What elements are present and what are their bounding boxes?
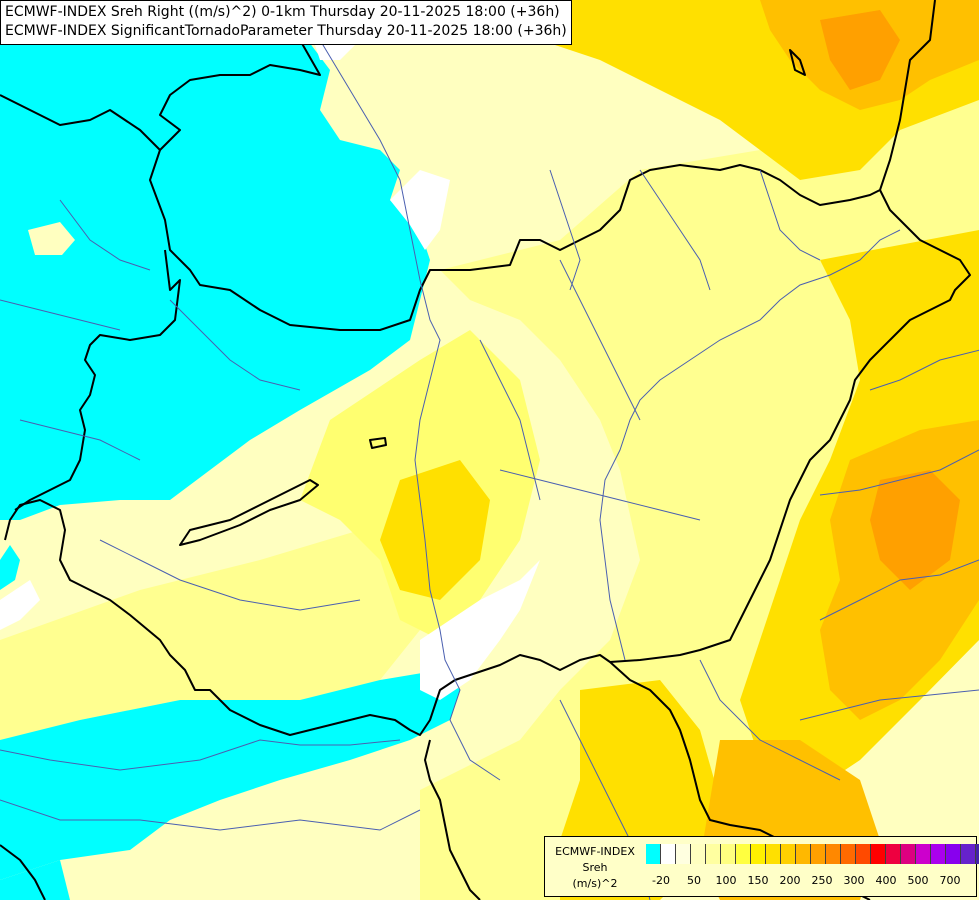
field-cyan-west-edge [0, 545, 20, 590]
title-line-2: ECMWF-INDEX SignificantTornadoParameter … [5, 23, 567, 39]
river-north-1 [549, 169, 581, 291]
river-north-3 [759, 169, 821, 261]
legend-tick-label: 50 [687, 874, 701, 887]
chart-title-box: ECMWF-INDEX Sreh Right ((m/s)^2) 0-1km T… [0, 0, 572, 45]
river-central-1 [479, 339, 541, 501]
legend-swatch [886, 844, 901, 864]
legend-swatch [976, 844, 979, 864]
color-legend: ECMWF-INDEX Sreh (m/s)^2 -20 50 100 150 200 2… [544, 836, 979, 897]
river-east-4 [799, 689, 979, 721]
legend-tick-label: 300 [843, 874, 865, 887]
legend-swatch [841, 844, 856, 864]
legend-swatch [706, 844, 721, 864]
legend-swatch [871, 844, 886, 864]
legend-tick-labels: -20 50 100 150 200 250 300 400 500 700 [645, 874, 975, 888]
river-east-2 [819, 449, 979, 496]
legend-swatch [796, 844, 811, 864]
field-white-south-gap [420, 560, 540, 700]
legend-swatch [946, 844, 961, 864]
legend-tick-label: 150 [747, 874, 769, 887]
river-danube [299, 0, 501, 781]
river-sava [0, 799, 421, 831]
legend-parameter: Sreh [582, 861, 608, 874]
legend-swatch [931, 844, 946, 864]
legend-swatch [676, 844, 691, 864]
border-hungary-east [4, 189, 971, 736]
field-white-west [0, 580, 40, 630]
border-north-west [0, 0, 321, 151]
legend-swatch [961, 844, 976, 864]
river-east-1 [869, 349, 979, 391]
legend-unit: (m/s)^2 [572, 877, 618, 890]
legend-tick-label: 700 [939, 874, 961, 887]
border-south-croatia [0, 844, 46, 900]
border-west-slovenia [14, 249, 181, 511]
legend-tick-label: 500 [907, 874, 929, 887]
legend-source: ECMWF-INDEX [555, 845, 635, 858]
field-dark-orange-east [870, 470, 960, 590]
legend-swatch [901, 844, 916, 864]
river-east-3 [819, 559, 979, 621]
field-gold-centre [380, 460, 490, 600]
legend-swatch [751, 844, 766, 864]
border-hungary-north [149, 0, 936, 331]
border-south-serbia [424, 739, 481, 900]
field-cyan-northwest [0, 0, 430, 520]
field-yellow-southwest [0, 530, 420, 740]
legend-swatch [781, 844, 796, 864]
legend-tick-label: -20 [652, 874, 670, 887]
field-white-east-cyan [390, 170, 450, 250]
river-west-3 [19, 419, 141, 461]
river-drava [0, 739, 401, 771]
border-lake-balaton [179, 479, 319, 546]
border-lake-small-1 [369, 437, 387, 449]
river-central-2 [559, 259, 641, 421]
river-north-2 [639, 169, 711, 291]
border-lake-small-2 [789, 49, 806, 76]
river-west-1 [59, 199, 151, 271]
river-west-4 [99, 539, 361, 611]
legend-tick-label: 250 [811, 874, 833, 887]
legend-tick-label: 400 [875, 874, 897, 887]
river-south-2 [699, 659, 841, 781]
field-dark-orange-northeast [820, 10, 900, 90]
river-west-2 [0, 299, 121, 331]
legend-swatch [691, 844, 706, 864]
field-pale-island [28, 222, 75, 255]
legend-tick-label: 100 [715, 874, 737, 887]
field-cyan-south [0, 670, 460, 880]
river-raba [169, 299, 301, 391]
legend-tick-label: 200 [779, 874, 801, 887]
title-line-1: ECMWF-INDEX Sreh Right ((m/s)^2) 0-1km T… [5, 4, 560, 20]
legend-swatch [811, 844, 826, 864]
legend-color-scale [646, 844, 979, 864]
legend-swatch [646, 844, 661, 864]
river-tisza [599, 229, 901, 661]
legend-swatch [856, 844, 871, 864]
legend-swatch [661, 844, 676, 864]
legend-swatch [721, 844, 736, 864]
legend-swatch [736, 844, 751, 864]
river-central-3 [499, 469, 701, 521]
legend-swatch [766, 844, 781, 864]
legend-swatch [826, 844, 841, 864]
legend-swatch [916, 844, 931, 864]
